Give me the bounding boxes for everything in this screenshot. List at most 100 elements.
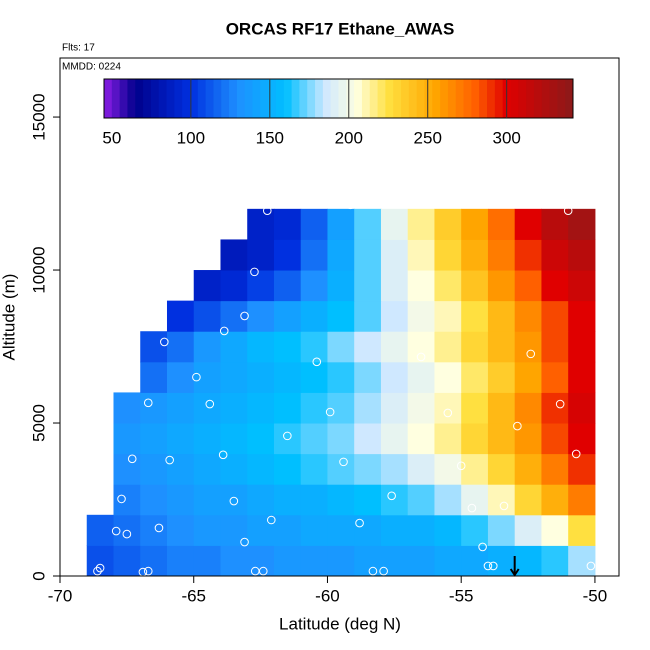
sample-point: [488, 561, 498, 571]
cell: [541, 453, 569, 485]
cell: [541, 514, 569, 546]
cell: [273, 484, 302, 516]
cell: [407, 361, 435, 393]
cell: [514, 453, 542, 485]
cell: [380, 270, 409, 302]
sample-point: [262, 206, 272, 215]
cell: [541, 300, 569, 332]
cell: [380, 453, 409, 485]
cell: [300, 300, 328, 332]
cell: [461, 270, 489, 302]
cell: [461, 239, 489, 271]
cell: [568, 331, 596, 363]
colorbar-block: [479, 79, 488, 118]
y-tick-label: 5000: [29, 404, 48, 442]
cell: [434, 545, 462, 577]
cell: [220, 300, 248, 332]
cell: [220, 545, 248, 577]
cell: [487, 545, 516, 577]
date-note: MMDD: 0224: [62, 62, 121, 73]
sample-point: [127, 454, 137, 464]
sample-point: [111, 526, 121, 536]
cell: [354, 392, 382, 424]
cell: [380, 361, 409, 393]
cell: [514, 208, 542, 240]
cell: [434, 453, 462, 485]
x-tick-label: -65: [181, 586, 206, 605]
colorbar-block: [111, 79, 121, 118]
cell: [487, 270, 516, 302]
cell: [407, 239, 435, 271]
cell: [568, 239, 596, 271]
arrow-head: [509, 568, 520, 577]
cell: [166, 331, 195, 363]
sample-point: [499, 501, 509, 511]
sample-point: [143, 566, 153, 576]
cell: [434, 239, 462, 271]
cell: [407, 545, 435, 577]
cell: [380, 514, 409, 546]
cell: [327, 208, 355, 240]
sample-point: [478, 542, 487, 552]
cell: [514, 484, 542, 516]
cell: [86, 545, 114, 577]
cell: [568, 300, 596, 332]
cell: [407, 423, 435, 455]
cell: [273, 453, 302, 485]
colorbar-block: [119, 79, 128, 118]
sample-point: [586, 561, 596, 571]
cell: [434, 300, 462, 332]
cell: [541, 484, 569, 516]
cell: [354, 484, 382, 516]
cell: [247, 300, 275, 332]
colorbar-block: [182, 79, 191, 118]
cell: [514, 392, 542, 424]
cell: [461, 361, 489, 393]
sample-point: [258, 566, 268, 576]
cell: [300, 514, 328, 546]
cell: [461, 331, 489, 363]
cell: [166, 545, 195, 577]
colorbar-block: [330, 79, 339, 118]
sample-point: [346, 200, 355, 210]
cell: [354, 300, 382, 332]
cell: [247, 239, 275, 271]
cell: [166, 423, 195, 455]
cell: [327, 453, 355, 485]
cell: [327, 239, 355, 271]
cell: [568, 270, 596, 302]
cell: [140, 453, 168, 485]
colorbar-block: [447, 79, 457, 118]
sample-point: [483, 561, 493, 571]
colorbar-tick-label: 150: [256, 128, 284, 147]
cell: [193, 300, 221, 332]
cell: [247, 484, 275, 516]
cell: [434, 392, 462, 424]
cell: [300, 453, 328, 485]
cell: [461, 208, 489, 240]
x-axis-label: Latitude (deg N): [279, 614, 401, 633]
cell: [193, 361, 221, 393]
cell: [434, 208, 462, 240]
cell: [300, 392, 328, 424]
sample-point: [368, 566, 378, 576]
cell: [300, 331, 328, 363]
colorbar-block: [236, 79, 246, 118]
cell: [193, 331, 221, 363]
colorbar-block: [533, 79, 543, 118]
colorbar-tick-label: 100: [177, 128, 205, 147]
cell: [568, 514, 596, 546]
colorbar-block: [432, 79, 441, 118]
cell: [541, 239, 569, 271]
sample-point: [218, 450, 228, 460]
cell: [193, 514, 221, 546]
colorbar-block: [221, 79, 230, 118]
cell: [140, 392, 168, 424]
cell: [166, 361, 195, 393]
cell: [568, 208, 596, 240]
plot-frame: [59, 57, 620, 577]
y-axis-label: Altitude (m): [0, 274, 18, 361]
cell: [166, 514, 195, 546]
cell: [247, 392, 275, 424]
